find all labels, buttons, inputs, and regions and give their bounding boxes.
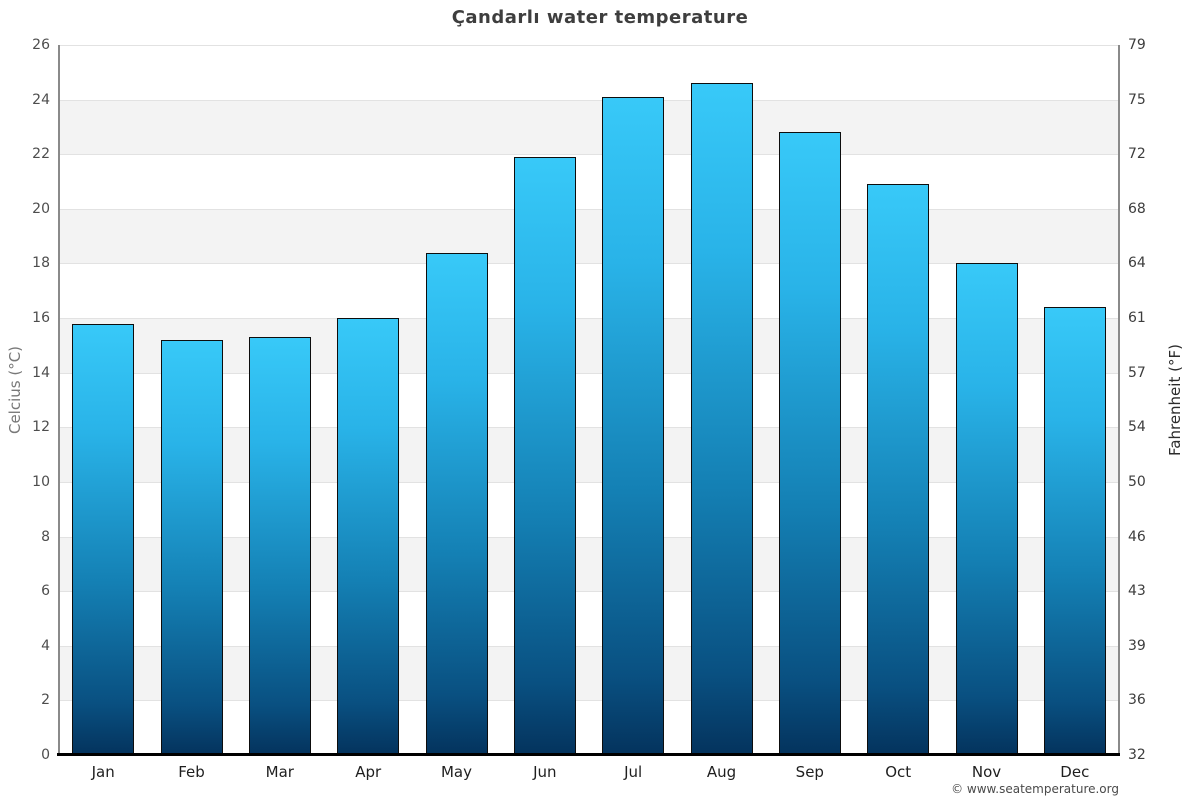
bar-feb [160,339,223,755]
y-tick-celsius-14: 14 [32,364,50,381]
bar-sep [778,132,841,755]
y-axis-line-left [58,45,60,755]
gridline-4 [59,645,1119,647]
x-tick-jan: Jan [91,763,115,781]
plot-band [59,536,1119,592]
x-tick-jun: Jun [533,763,557,781]
gridline-8 [59,536,1119,538]
copyright-text: © www.seatemperature.org [951,782,1119,796]
y-tick-celsius-16: 16 [32,310,50,327]
x-axis-line [57,753,1120,756]
chart-title: Çandarlı water temperature [451,7,749,28]
gridline-12 [59,427,1119,429]
y-tick-fahrenheit-57: 57 [1128,364,1146,381]
y-tick-celsius-24: 24 [32,91,50,108]
plot-band [59,99,1119,155]
gridline-6 [59,591,1119,593]
gridline-10 [59,481,1119,483]
y-tick-celsius-10: 10 [32,473,50,490]
gridline-26 [59,45,1119,46]
bar-may [425,252,488,755]
bar-oct [867,184,930,755]
y-tick-celsius-6: 6 [41,583,50,600]
bar-dec [1043,307,1106,755]
bar-nov [955,263,1018,755]
plot-band [59,372,1119,428]
gridline-22 [59,154,1119,156]
y-tick-celsius-12: 12 [32,419,50,436]
y-tick-fahrenheit-64: 64 [1128,255,1146,272]
y-tick-fahrenheit-54: 54 [1128,419,1146,436]
y-tick-celsius-0: 0 [41,747,50,763]
plot-band [59,591,1119,646]
gridline-14 [59,372,1119,374]
plot-band [59,263,1119,319]
x-tick-dec: Dec [1060,763,1090,781]
y-tick-fahrenheit-36: 36 [1128,692,1146,709]
bar-mar [248,337,311,755]
y-tick-fahrenheit-32: 32 [1128,747,1146,763]
y-tick-celsius-22: 22 [32,146,50,163]
plot-band [59,318,1119,373]
plot-band [59,154,1119,209]
gridline-20 [59,208,1119,210]
x-tick-mar: Mar [265,763,294,781]
bar-apr [337,318,400,755]
y-tick-fahrenheit-43: 43 [1128,583,1146,600]
y-tick-fahrenheit-39: 39 [1128,637,1146,654]
plot-band [59,208,1119,264]
x-tick-oct: Oct [885,763,912,781]
x-tick-aug: Aug [706,763,737,781]
bar-jul [602,96,665,755]
gridline-2 [59,700,1119,702]
plot-area [59,45,1119,755]
gridline-16 [59,318,1119,320]
gridline-18 [59,263,1119,265]
x-tick-sep: Sep [795,763,824,781]
plot-band [59,427,1119,482]
plot-band [59,700,1119,755]
x-tick-feb: Feb [178,763,205,781]
y-axis-line-right [1118,45,1120,755]
x-tick-jul: Jul [624,763,643,781]
x-tick-nov: Nov [971,763,1002,781]
y-tick-fahrenheit-79: 79 [1128,37,1146,53]
plot-band [59,45,1119,100]
bar-jan [72,323,135,755]
y-tick-celsius-2: 2 [41,692,50,709]
bar-jun [513,156,576,755]
y-tick-fahrenheit-72: 72 [1128,146,1146,163]
y-tick-celsius-8: 8 [41,528,50,545]
y-tick-celsius-18: 18 [32,255,50,272]
y-tick-fahrenheit-61: 61 [1128,310,1146,327]
plot-band [59,481,1119,537]
x-tick-may: May [440,763,472,781]
y-tick-celsius-26: 26 [32,37,50,53]
y-tick-fahrenheit-46: 46 [1128,528,1146,545]
gridline-24 [59,99,1119,101]
y-tick-celsius-4: 4 [41,637,50,654]
y-axis-label-fahrenheit: Fahrenheit (°F) [1166,344,1184,456]
y-tick-fahrenheit-75: 75 [1128,91,1146,108]
plot-band [59,645,1119,701]
y-tick-celsius-20: 20 [32,200,50,217]
bar-aug [690,83,753,755]
y-tick-fahrenheit-50: 50 [1128,473,1146,490]
x-tick-apr: Apr [355,763,382,781]
y-tick-fahrenheit-68: 68 [1128,200,1146,217]
y-axis-label-celsius: Celcius (°C) [6,345,24,435]
